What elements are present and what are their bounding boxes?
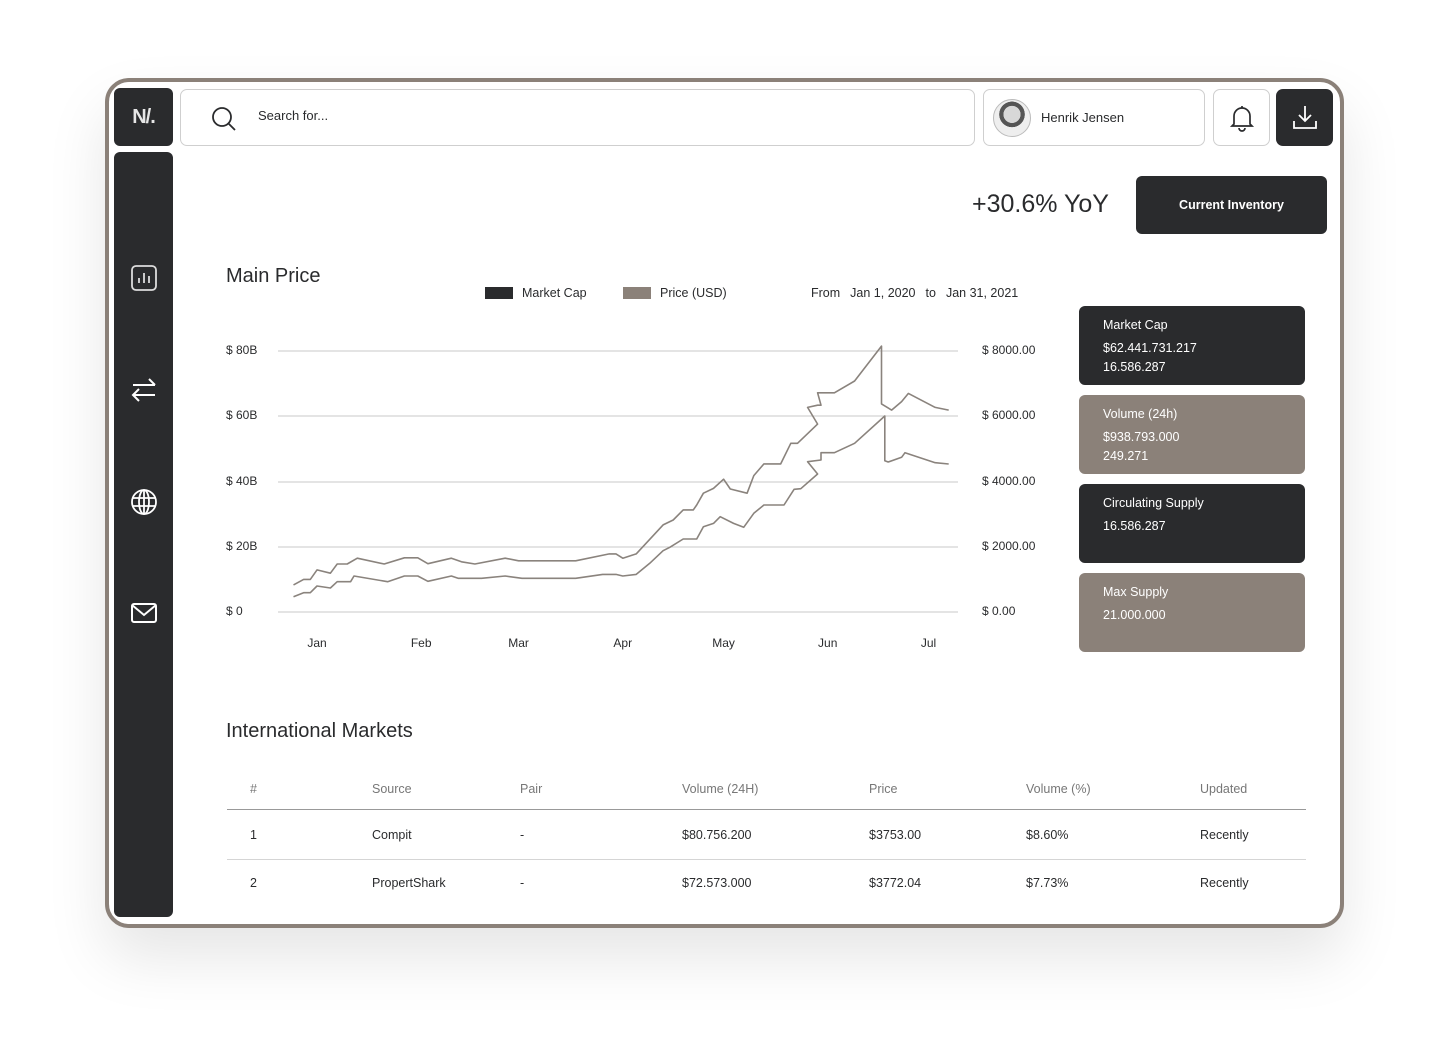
avatar — [993, 99, 1031, 137]
search-bar — [180, 89, 975, 146]
user-name: Henrik Jensen — [1041, 110, 1125, 125]
y-left-tick-label: $ 20B — [226, 539, 258, 553]
main-price-title: Main Price — [226, 265, 321, 287]
y-right-tick-label: $ 2000.00 — [982, 539, 1036, 553]
table-cell: $3772.04 — [869, 876, 922, 890]
column-header[interactable]: # — [250, 782, 257, 796]
transfer-icon[interactable] — [130, 376, 158, 404]
download-button[interactable] — [1276, 89, 1333, 146]
y-left-tick-label: $ 0 — [226, 604, 243, 618]
stat-card-value: 16.586.287 — [1103, 519, 1166, 533]
stat-card-value: 21.000.000 — [1103, 608, 1166, 622]
legend-swatch-price — [623, 287, 651, 299]
table-cell: 1 — [250, 828, 257, 842]
stat-card-title: Market Cap — [1103, 318, 1168, 332]
sidebar — [114, 152, 173, 917]
y-right-tick-label: $ 8000.00 — [982, 343, 1036, 357]
y-left-tick-label: $ 40B — [226, 474, 258, 488]
y-left-tick-label: $ 80B — [226, 343, 258, 357]
table-cell: - — [520, 876, 525, 890]
range-to-label: to — [925, 286, 936, 300]
user-profile-button[interactable]: Henrik Jensen — [983, 89, 1205, 146]
stat-card[interactable]: Market Cap $62.441.731.217 16.586.287 — [1079, 306, 1305, 385]
x-tick-label: Jul — [920, 636, 937, 650]
x-tick-label: May — [712, 636, 735, 650]
notifications-button[interactable] — [1213, 89, 1270, 146]
column-header[interactable]: Source — [372, 782, 412, 796]
column-header[interactable]: Updated — [1200, 782, 1248, 796]
legend-label-price: Price (USD) — [660, 286, 727, 300]
x-tick-label: Apr — [613, 636, 633, 650]
current-inventory-button[interactable]: Current Inventory — [1136, 176, 1327, 234]
logo[interactable]: N/. — [114, 88, 173, 146]
table-cell: $80.756.200 — [682, 828, 752, 842]
stat-card-title: Max Supply — [1103, 585, 1169, 599]
table-cell: $8.60% — [1026, 828, 1069, 842]
mail-icon[interactable] — [130, 599, 158, 627]
stat-card-value: 249.271 — [1103, 449, 1149, 463]
search-icon[interactable] — [211, 106, 237, 132]
y-left-tick-label: $ 60B — [226, 408, 258, 422]
column-header[interactable]: Pair — [520, 782, 543, 796]
search-input[interactable] — [258, 108, 858, 123]
table-cell: Recently — [1200, 828, 1249, 842]
table-cell: Compit — [372, 828, 412, 842]
range-from-date[interactable]: Jan 1, 2020 — [850, 286, 916, 300]
table-cell: $7.73% — [1026, 876, 1069, 890]
x-tick-label: Feb — [410, 636, 432, 650]
column-header[interactable]: Volume (24H) — [682, 782, 759, 796]
international-markets-title: International Markets — [226, 720, 413, 742]
globe-icon[interactable] — [130, 488, 158, 516]
legend-label-market-cap: Market Cap — [522, 286, 587, 300]
divider — [227, 809, 1306, 810]
stat-card-value: $938.793.000 — [1103, 430, 1180, 444]
column-header[interactable]: Price — [869, 782, 898, 796]
stat-card-value: 16.586.287 — [1103, 360, 1166, 374]
stat-card[interactable]: Volume (24h) $938.793.000 249.271 — [1079, 395, 1305, 474]
logo-text: N/. — [132, 105, 156, 128]
table-cell: 2 — [250, 876, 257, 890]
stat-card-title: Volume (24h) — [1103, 407, 1178, 421]
range-from-label: From — [811, 286, 841, 300]
stat-card[interactable]: Max Supply 21.000.000 — [1079, 573, 1305, 652]
table-cell: $72.573.000 — [682, 876, 752, 890]
y-right-tick-label: $ 4000.00 — [982, 474, 1036, 488]
x-tick-label: Jan — [307, 636, 327, 650]
x-tick-label: Jun — [818, 636, 838, 650]
y-right-tick-label: $ 0.00 — [982, 604, 1016, 618]
stat-card-title: Circulating Supply — [1103, 496, 1204, 510]
table-cell: - — [520, 828, 525, 842]
series-line-market-cap — [293, 345, 949, 586]
series-line-price — [293, 415, 949, 598]
stat-card-value: $62.441.731.217 — [1103, 341, 1197, 355]
yoy-change: +30.6% YoY — [972, 190, 1109, 218]
column-header[interactable]: Volume (%) — [1026, 782, 1091, 796]
bar-chart-icon[interactable] — [130, 264, 158, 292]
download-icon — [1293, 106, 1317, 129]
range-to-date[interactable]: Jan 31, 2021 — [945, 286, 1019, 300]
bell-icon — [1229, 106, 1255, 132]
table-cell: PropertShark — [372, 876, 446, 890]
y-right-tick-label: $ 6000.00 — [982, 408, 1036, 422]
legend-swatch-market-cap — [485, 287, 513, 299]
divider — [227, 859, 1306, 860]
table-cell: $3753.00 — [869, 828, 922, 842]
date-range[interactable]: From Jan 1, 2020 to Jan 31, 2021 — [811, 286, 1018, 300]
x-tick-label: Mar — [508, 636, 529, 650]
table-cell: Recently — [1200, 876, 1249, 890]
stat-card[interactable]: Circulating Supply 16.586.287 — [1079, 484, 1305, 563]
